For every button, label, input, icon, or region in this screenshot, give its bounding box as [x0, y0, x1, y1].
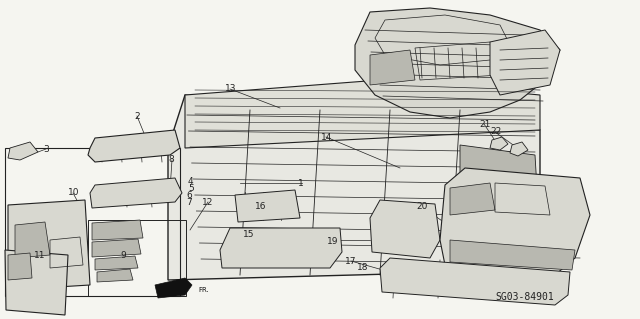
- Text: 1: 1: [298, 179, 303, 188]
- Polygon shape: [220, 228, 342, 268]
- Polygon shape: [168, 95, 540, 280]
- Text: 16: 16: [255, 202, 267, 211]
- Polygon shape: [355, 8, 560, 118]
- Bar: [5, 148, 180, 296]
- Polygon shape: [8, 253, 32, 280]
- Polygon shape: [8, 142, 38, 160]
- Text: 15: 15: [243, 230, 254, 239]
- Text: FR.: FR.: [198, 287, 209, 293]
- Text: 11: 11: [34, 251, 45, 260]
- Polygon shape: [95, 256, 138, 270]
- Polygon shape: [370, 200, 440, 258]
- Text: 19: 19: [327, 237, 339, 246]
- Text: 7: 7: [186, 198, 191, 207]
- Text: 21: 21: [479, 120, 491, 129]
- Polygon shape: [450, 240, 575, 270]
- Text: 10: 10: [68, 189, 79, 197]
- Text: 4: 4: [188, 177, 193, 186]
- Polygon shape: [370, 50, 415, 85]
- Polygon shape: [92, 220, 143, 240]
- Text: SG03-84901: SG03-84901: [495, 292, 554, 302]
- Text: 3: 3: [44, 145, 49, 154]
- Polygon shape: [155, 278, 192, 298]
- Polygon shape: [185, 80, 540, 148]
- Text: 13: 13: [225, 84, 236, 93]
- Polygon shape: [510, 142, 528, 156]
- Polygon shape: [490, 30, 560, 95]
- Bar: [88, 220, 186, 296]
- Text: 2: 2: [135, 112, 140, 121]
- Text: 5: 5: [188, 184, 193, 193]
- Polygon shape: [92, 239, 141, 257]
- Polygon shape: [235, 190, 300, 222]
- Text: 6: 6: [186, 191, 191, 200]
- Polygon shape: [450, 183, 495, 215]
- Polygon shape: [460, 145, 538, 205]
- Text: 20: 20: [417, 202, 428, 211]
- Polygon shape: [440, 168, 590, 275]
- Text: 9: 9: [120, 251, 125, 260]
- Polygon shape: [97, 269, 133, 282]
- Polygon shape: [490, 137, 508, 150]
- Text: 8: 8: [169, 155, 174, 164]
- Polygon shape: [88, 130, 180, 162]
- Text: 18: 18: [357, 263, 369, 272]
- Polygon shape: [8, 200, 90, 290]
- Polygon shape: [15, 222, 50, 258]
- Polygon shape: [5, 250, 68, 315]
- Text: 17: 17: [345, 257, 356, 266]
- Polygon shape: [90, 178, 182, 208]
- Text: 12: 12: [202, 198, 214, 207]
- Text: 22: 22: [490, 127, 502, 136]
- Text: 14: 14: [321, 133, 332, 142]
- Polygon shape: [380, 258, 570, 305]
